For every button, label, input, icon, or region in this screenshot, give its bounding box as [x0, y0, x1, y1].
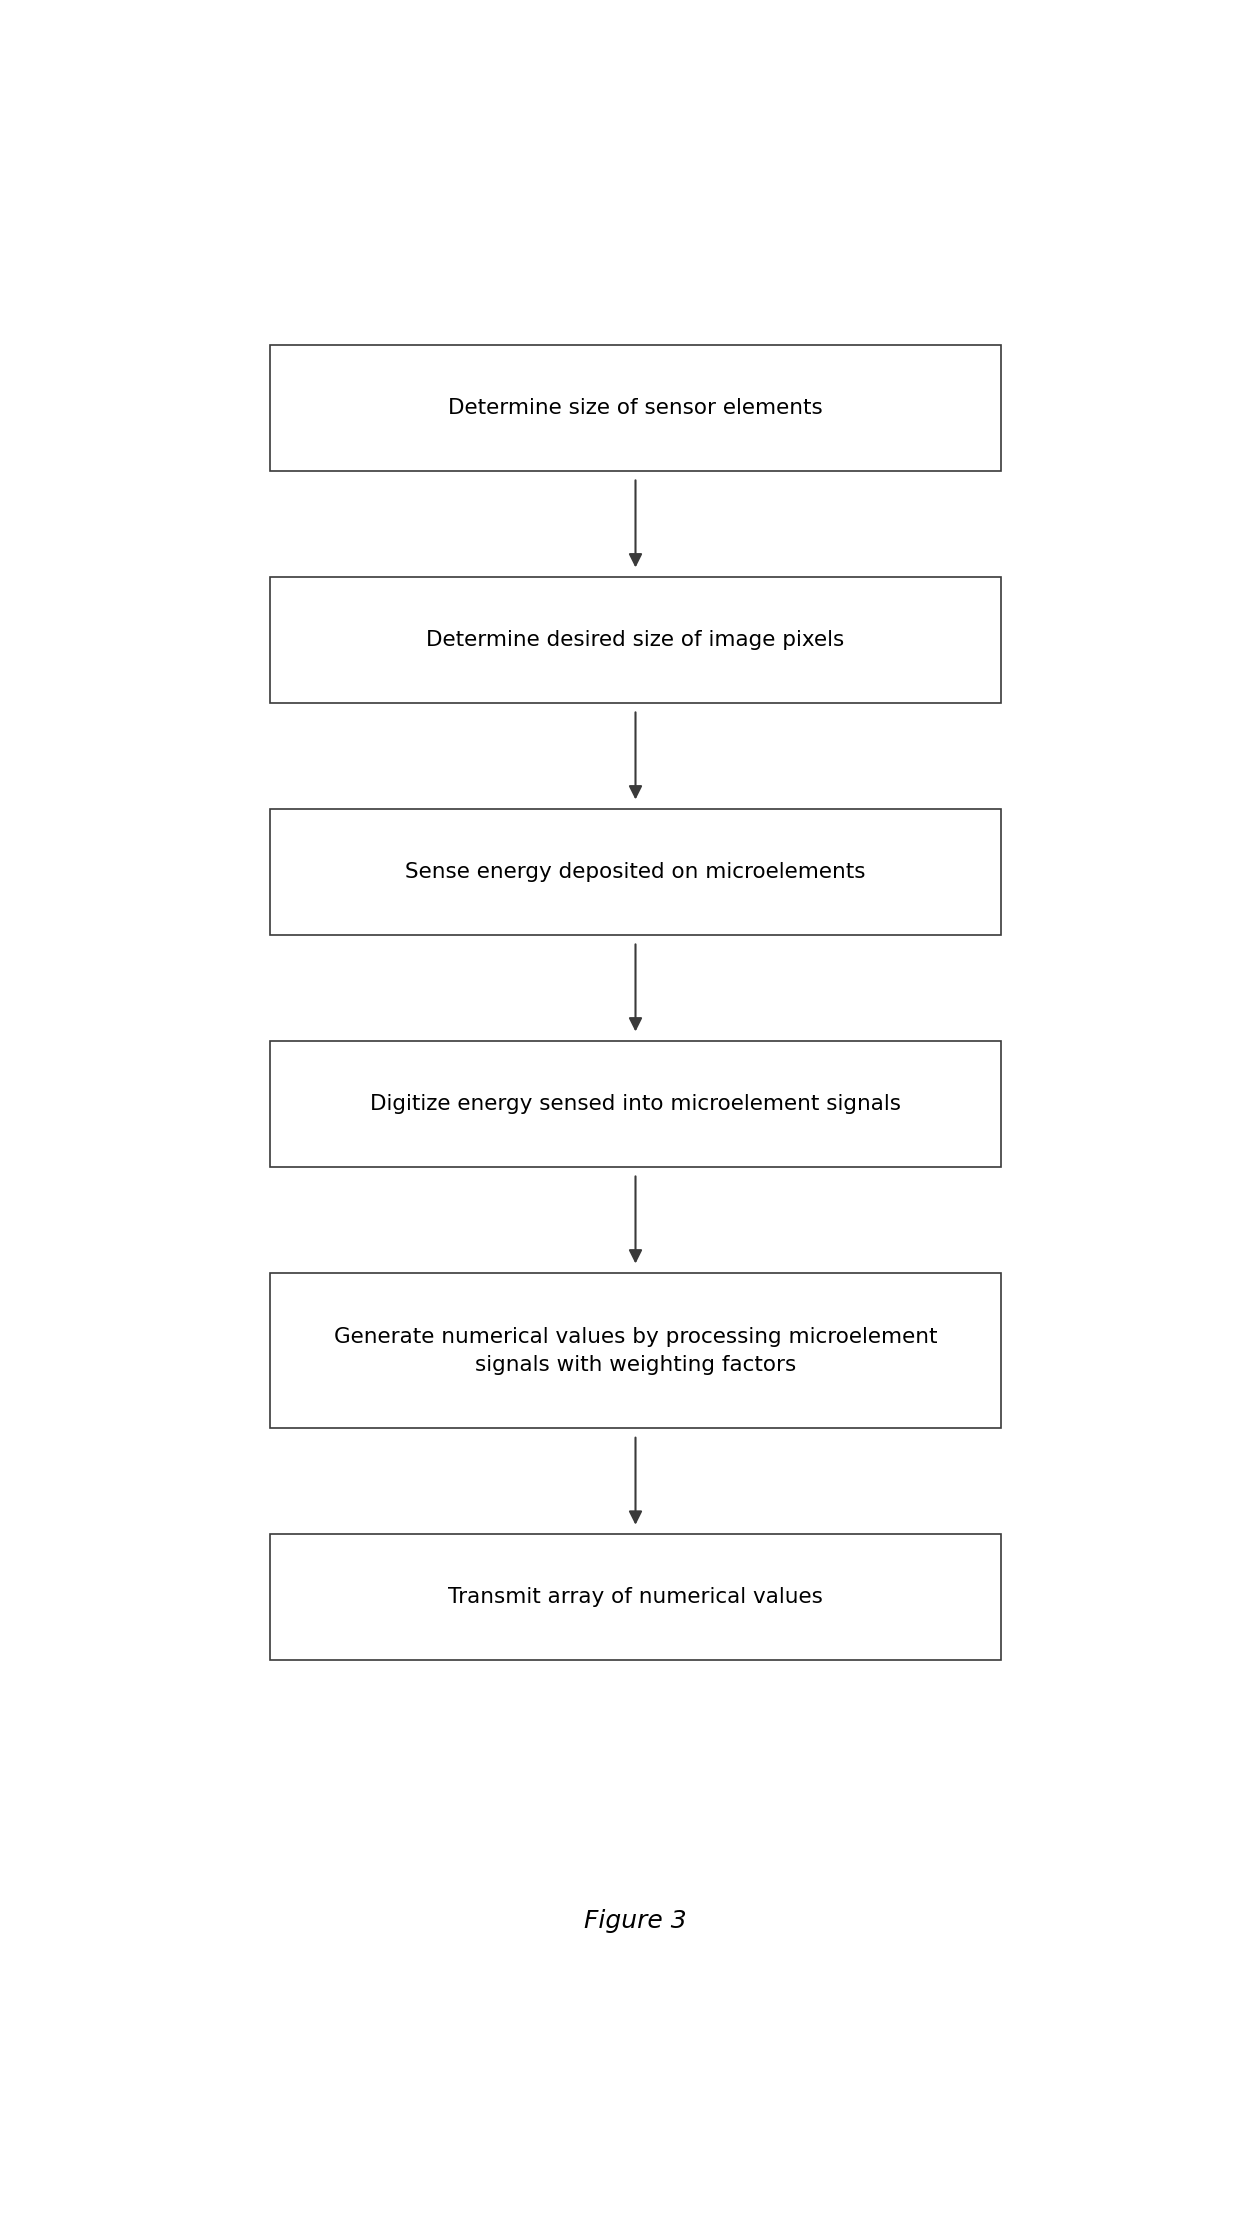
Text: Determine size of sensor elements: Determine size of sensor elements — [448, 397, 823, 417]
FancyBboxPatch shape — [270, 1533, 1001, 1661]
FancyBboxPatch shape — [270, 810, 1001, 935]
Text: Determine desired size of image pixels: Determine desired size of image pixels — [427, 629, 844, 650]
Text: Sense energy deposited on microelements: Sense energy deposited on microelements — [405, 862, 866, 882]
FancyBboxPatch shape — [270, 1272, 1001, 1428]
Text: Figure 3: Figure 3 — [584, 1908, 687, 1933]
FancyBboxPatch shape — [270, 1040, 1001, 1167]
Text: Transmit array of numerical values: Transmit array of numerical values — [448, 1587, 823, 1607]
Text: Digitize energy sensed into microelement signals: Digitize energy sensed into microelement… — [370, 1094, 901, 1114]
Text: Generate numerical values by processing microelement
signals with weighting fact: Generate numerical values by processing … — [334, 1326, 937, 1375]
FancyBboxPatch shape — [270, 346, 1001, 471]
FancyBboxPatch shape — [270, 578, 1001, 703]
